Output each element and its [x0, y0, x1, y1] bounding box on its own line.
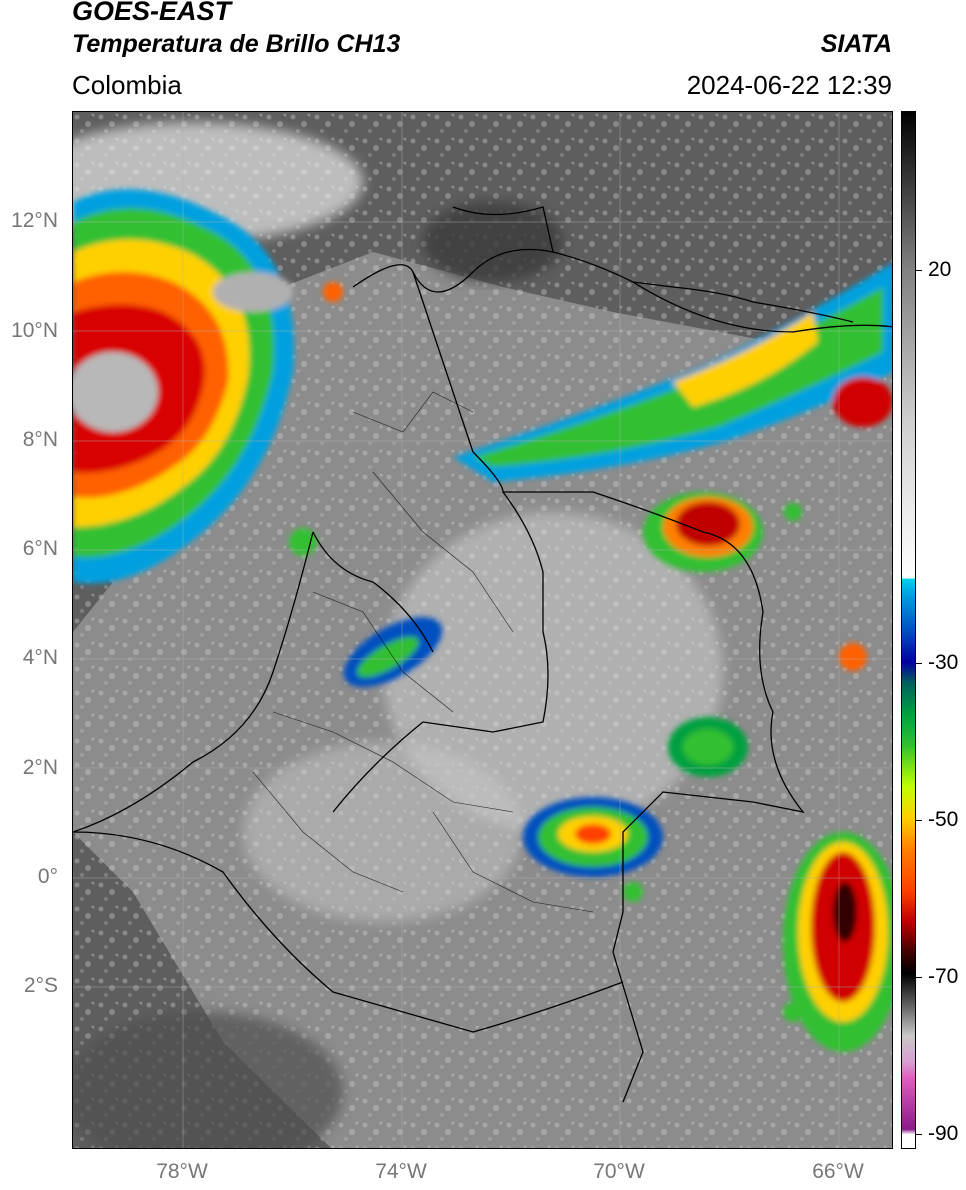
satellite-title: GOES-EAST [72, 0, 232, 26]
storm-vichada [668, 717, 748, 777]
country-borders [73, 206, 892, 1103]
storm-amazon-southeast [783, 832, 892, 1052]
colorbar-label-minus90: -90 [928, 1122, 959, 1145]
colorbar-tick [916, 820, 922, 821]
colorbar-gradient [902, 112, 915, 1148]
bright-cloud-area [383, 512, 723, 832]
colorbar-label-minus50: -50 [928, 808, 959, 831]
colorbar-label-20: 20 [928, 258, 952, 281]
colorbar-tick [916, 270, 922, 271]
small-convective-cells [289, 282, 867, 1022]
storm-guaviare [523, 797, 663, 877]
satellite-map[interactable] [72, 111, 893, 1149]
lat-label-0: 0° [37, 865, 58, 888]
colorbar-tick [916, 977, 922, 978]
colorbar-tick [916, 1134, 922, 1135]
lat-label-2n: 2°N [22, 756, 58, 779]
lat-label-4n: 4°N [22, 646, 58, 669]
department-borders [252, 391, 594, 913]
lon-label-70w: 70°W [593, 1160, 645, 1183]
storm-central-andes [343, 617, 443, 687]
storm-pacific-northwest [73, 189, 294, 584]
region-label: Colombia [72, 70, 182, 100]
dark-warm-amazon [73, 1012, 343, 1148]
lon-label-78w: 78°W [156, 1160, 208, 1183]
colorbar-label-minus30: -30 [928, 651, 959, 674]
colorbar-tick [916, 663, 922, 664]
colorbar [901, 111, 916, 1149]
lat-label-6n: 6°N [22, 537, 58, 560]
map-canvas [73, 112, 892, 1148]
bright-cloud-south [243, 742, 523, 922]
lat-label-8n: 8°N [22, 428, 58, 451]
colorbar-label-minus70: -70 [928, 965, 959, 988]
lon-label-66w: 66°W [812, 1160, 864, 1183]
timestamp-label: 2024-06-22 12:39 [686, 70, 892, 100]
organization-label: SIATA [820, 30, 892, 58]
graticule [73, 112, 892, 1148]
lon-label-74w: 74°W [375, 1160, 427, 1183]
lat-label-2s: 2°S [23, 974, 58, 997]
lat-label-10n: 10°N [11, 319, 58, 342]
lat-label-12n: 12°N [11, 209, 58, 232]
product-title: Temperatura de Brillo CH13 [72, 30, 401, 58]
storm-venezuela-line [453, 263, 892, 482]
